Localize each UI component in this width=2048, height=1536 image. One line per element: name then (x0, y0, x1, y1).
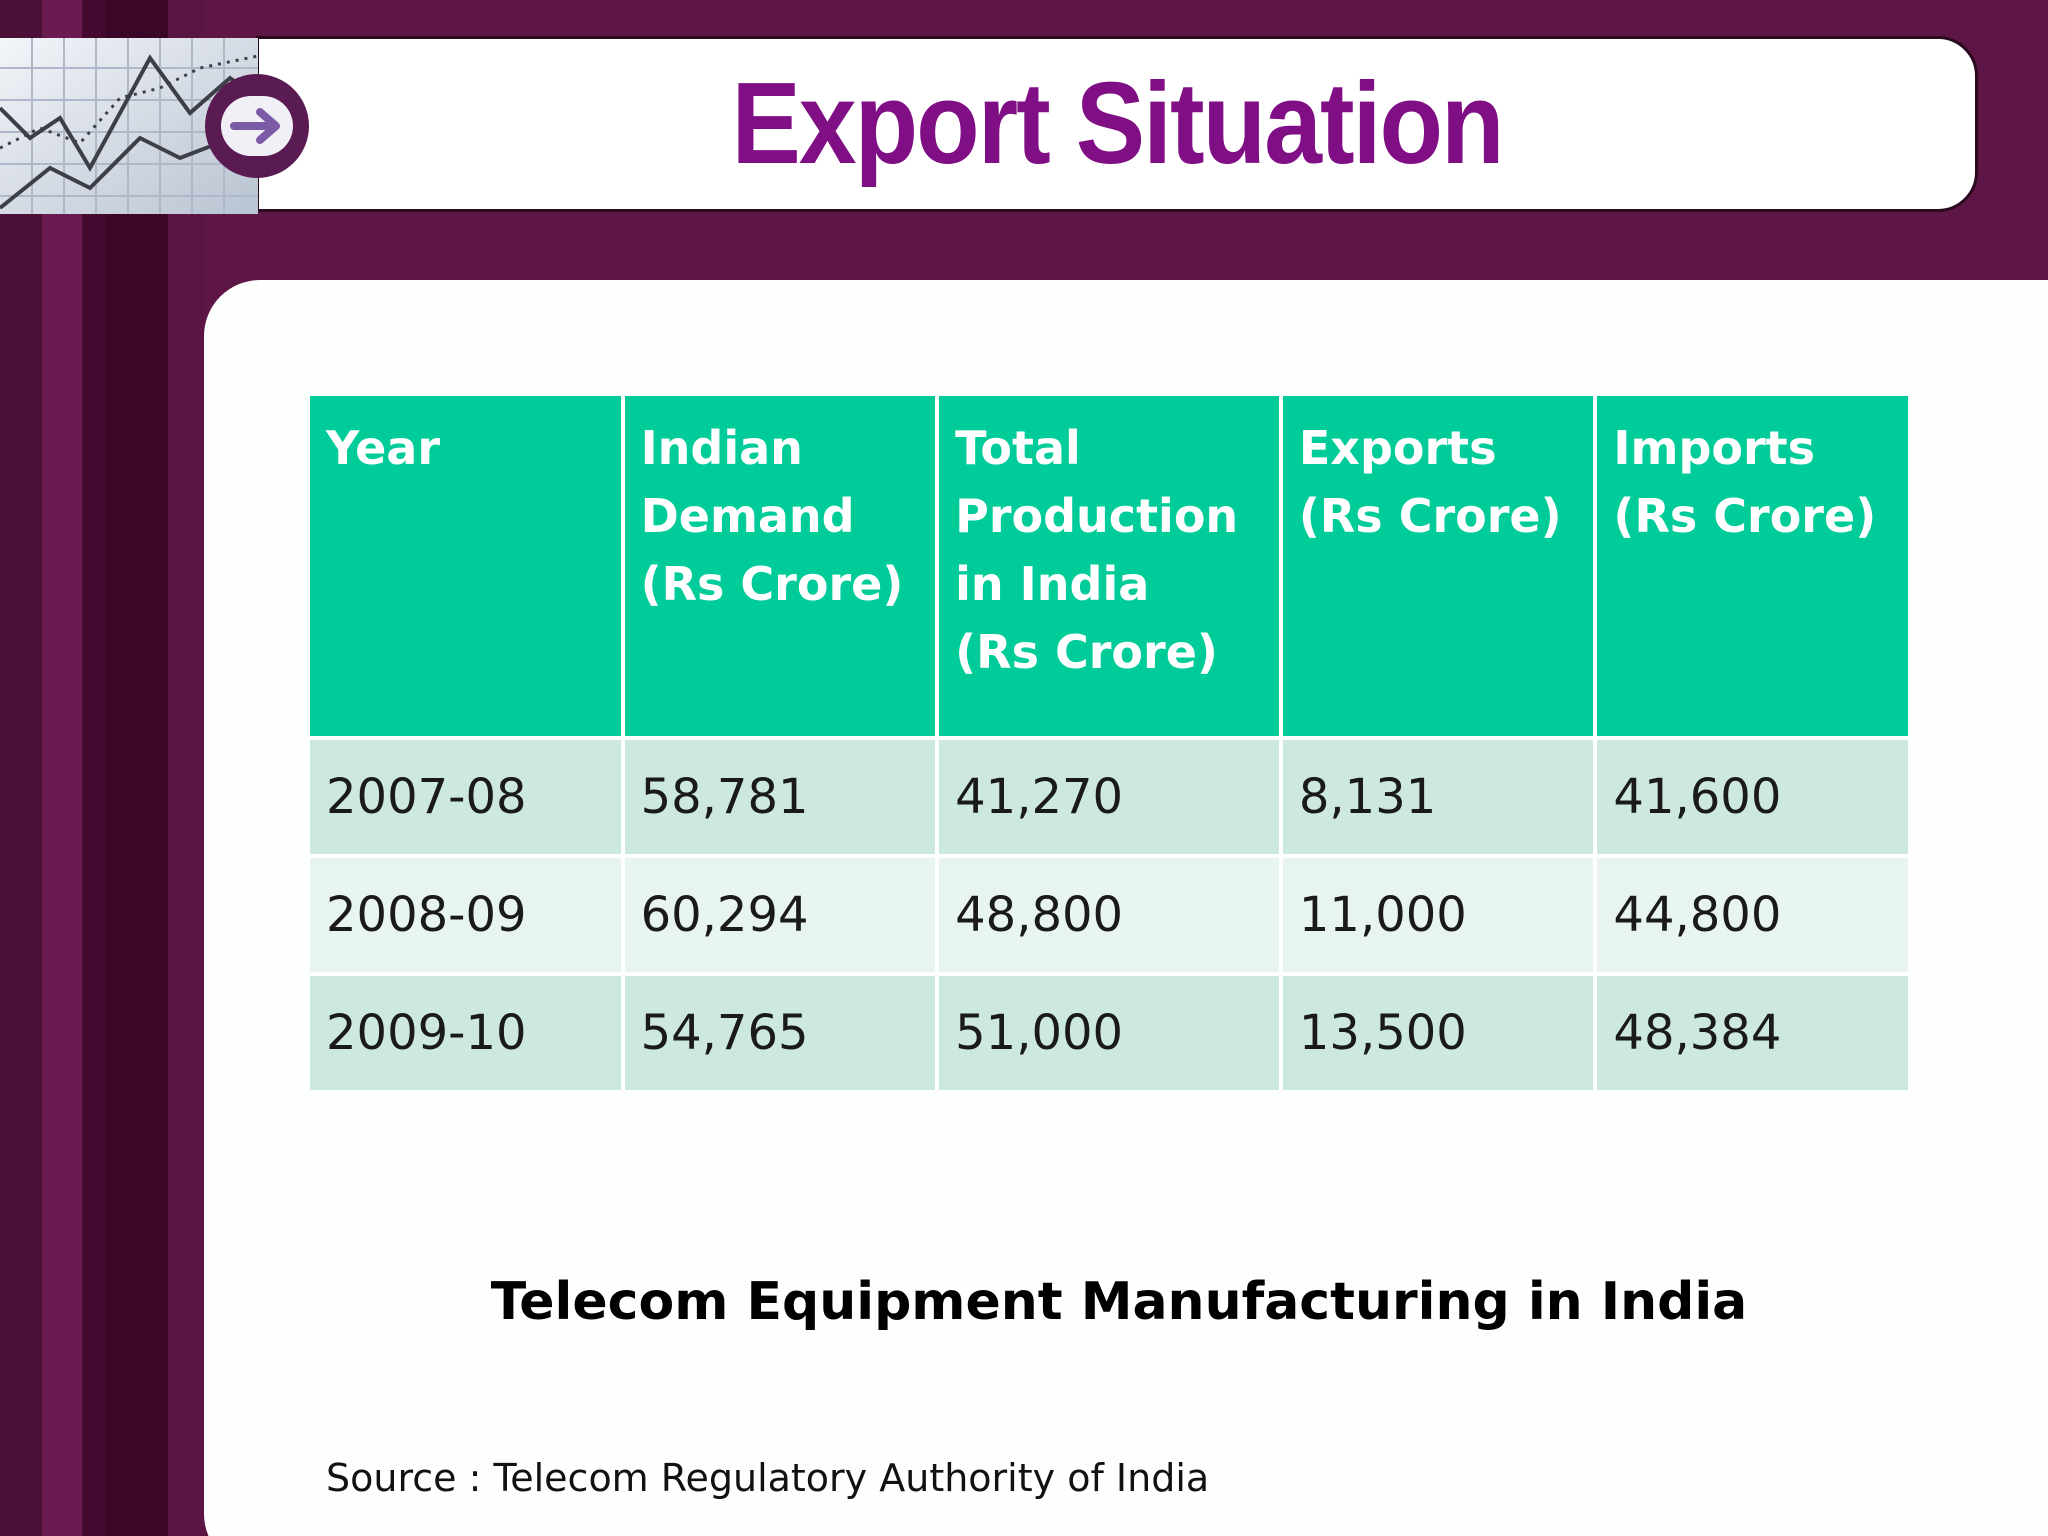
page-title: Export Situation (731, 58, 1504, 189)
title-bar (256, 36, 1978, 212)
arrow-button-face (221, 96, 293, 156)
cell-imports: 41,600 (1597, 740, 1908, 854)
header-line: (Rs Crore) (955, 625, 1218, 679)
cell-total-production: 51,000 (939, 976, 1279, 1090)
left-stripe (0, 0, 42, 1536)
cell-year: 2009-10 (310, 976, 621, 1090)
header-line: Exports (1298, 421, 1497, 475)
header-line: Imports (1613, 421, 1816, 475)
header-line: Demand (640, 489, 855, 543)
left-stripe (82, 0, 106, 1536)
header-indian-demand: Indian Demand (Rs Crore) (624, 396, 936, 736)
table-row: 2009-10 54,765 51,000 13,500 48,384 (310, 976, 1908, 1090)
data-table: Year Indian Demand (Rs Crore) Total Prod… (306, 392, 1912, 1094)
cell-imports: 44,800 (1597, 858, 1908, 972)
header-line: Year (326, 421, 441, 475)
cell-year: 2007-08 (310, 740, 621, 854)
source-note: Source : Telecom Regulatory Authority of… (326, 1456, 1210, 1500)
header-line: Production (955, 489, 1239, 543)
cell-exports: 11,000 (1282, 858, 1594, 972)
header-line: in India (955, 557, 1150, 611)
header-line: Total (955, 421, 1081, 475)
table-caption: Telecom Equipment Manufacturing in India (490, 1272, 1748, 1332)
cell-indian-demand: 60,294 (624, 858, 936, 972)
header-exports: Exports (Rs Crore) (1282, 396, 1594, 736)
cell-indian-demand: 54,765 (624, 976, 936, 1090)
table-row: 2007-08 58,781 41,270 8,131 41,600 (310, 740, 1908, 854)
cell-indian-demand: 58,781 (624, 740, 936, 854)
header-line: Indian (640, 421, 803, 475)
arrow-right-icon (205, 74, 309, 178)
header-imports: Imports (Rs Crore) (1597, 396, 1908, 736)
left-stripe (42, 0, 82, 1536)
cell-total-production: 41,270 (939, 740, 1279, 854)
header-line: (Rs Crore) (1613, 489, 1877, 543)
cell-total-production: 48,800 (939, 858, 1279, 972)
cell-imports: 48,384 (1597, 976, 1908, 1090)
header-line: (Rs Crore) (640, 557, 904, 611)
left-stripe (168, 0, 204, 1536)
table-header-row: Year Indian Demand (Rs Crore) Total Prod… (310, 396, 1908, 736)
cell-exports: 13,500 (1282, 976, 1594, 1090)
left-stripe (106, 0, 168, 1536)
header-total-production: Total Production in India (Rs Crore) (939, 396, 1279, 736)
cell-year: 2008-09 (310, 858, 621, 972)
table-row: 2008-09 60,294 48,800 11,000 44,800 (310, 858, 1908, 972)
cell-exports: 8,131 (1282, 740, 1594, 854)
header-line: (Rs Crore) (1298, 489, 1562, 543)
header-year: Year (310, 396, 621, 736)
